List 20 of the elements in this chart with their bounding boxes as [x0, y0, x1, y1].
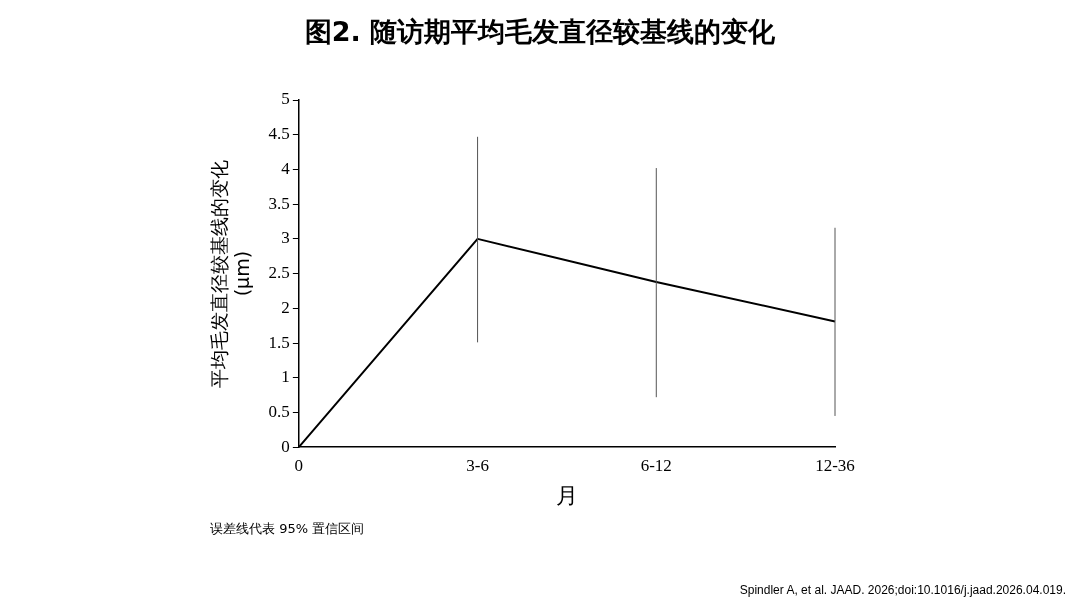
y-tick-label: 1.5 — [268, 332, 290, 352]
y-tick-label: 0.5 — [268, 401, 290, 421]
y-tick-label: 3.5 — [268, 193, 290, 213]
y-tick-label: 4 — [281, 158, 291, 178]
y-tick-label: 0 — [281, 436, 290, 456]
x-tick-label: 3-6 — [466, 455, 489, 475]
y-tick-label: 4.5 — [268, 124, 290, 144]
chart-title: 图2. 随访期平均毛发直径较基线的变化 — [303, 15, 777, 49]
x-tick-label: 6-12 — [640, 455, 672, 475]
x-tick-label: 12-36 — [815, 455, 855, 475]
y-tick-label: 2.5 — [268, 263, 290, 283]
x-tick-label: 0 — [294, 455, 304, 475]
y-tick-label: 5 — [281, 89, 290, 109]
y-tick-label: 3 — [281, 228, 290, 248]
x-axis-title: 月 — [555, 482, 578, 508]
text: 误差线代表 95% 置信区间 — [210, 520, 365, 538]
y-axis-title: 平均毛发直径较基线的变化 (μm) — [208, 159, 254, 388]
y-tick-label: 1 — [281, 367, 290, 387]
y-tick-label: 2 — [281, 297, 290, 317]
text: Spindler A, et al. JAAD. 2026;doi:10.1016/j.jaad.2026.04.019. — [739, 583, 1066, 597]
